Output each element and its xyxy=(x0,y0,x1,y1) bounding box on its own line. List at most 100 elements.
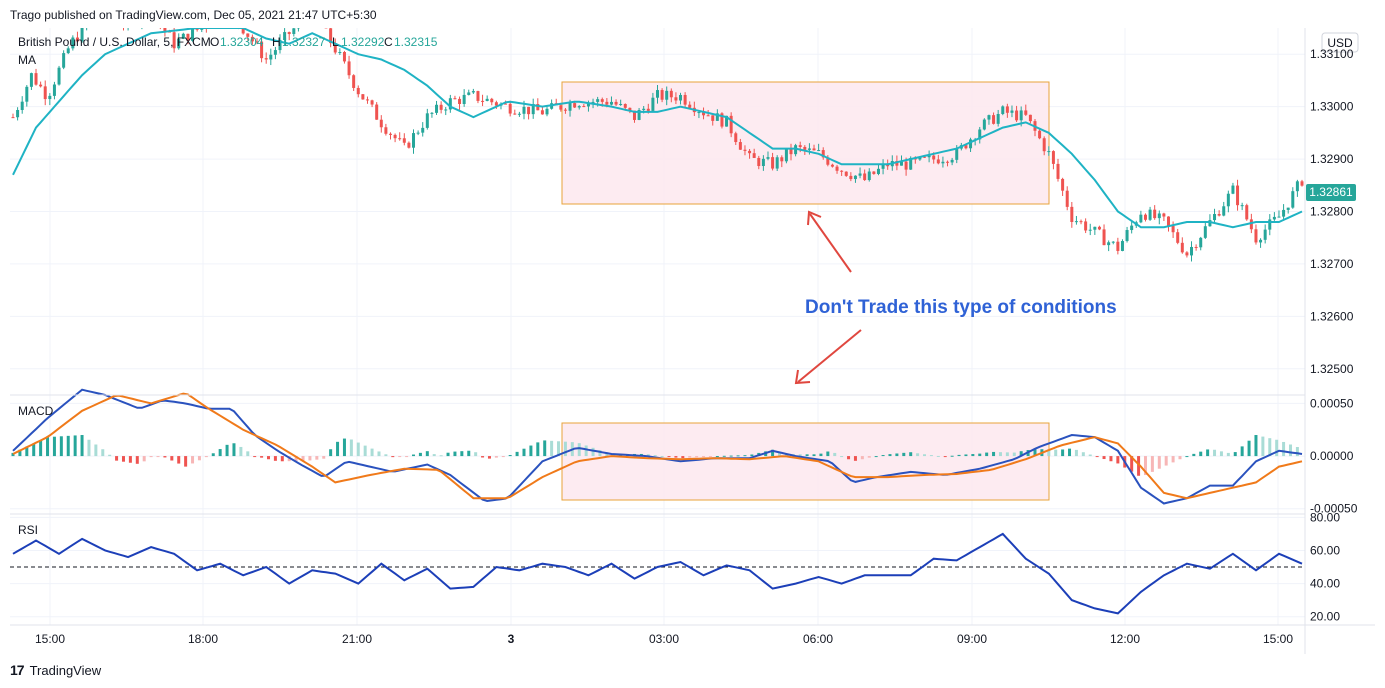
candle-body xyxy=(1245,205,1249,220)
candle-body xyxy=(1042,138,1046,152)
macd-hist-bar xyxy=(847,456,851,460)
macd-hist-bar xyxy=(916,453,920,457)
candle-body xyxy=(978,129,982,140)
candle-body xyxy=(1074,221,1078,223)
candle-body xyxy=(789,148,793,155)
macd-hist-bar xyxy=(895,453,899,457)
candle-body xyxy=(292,28,296,35)
candle-body xyxy=(1047,151,1051,153)
candle-body xyxy=(619,104,623,106)
candle-body xyxy=(720,113,724,127)
macd-hist-bar xyxy=(950,455,954,457)
currency-label: USD xyxy=(1327,36,1353,50)
macd-hist-bar xyxy=(32,443,36,457)
macd-hist-bar xyxy=(591,447,595,457)
time-tick-label: 15:00 xyxy=(35,632,65,646)
candle-body xyxy=(1254,229,1258,243)
macd-hist-bar xyxy=(1226,452,1230,457)
candle-body xyxy=(591,101,595,103)
macd-hist-bar xyxy=(1061,449,1065,457)
chart-container[interactable]: British Pound / U.S. Dollar, 5, FXCM O 1… xyxy=(10,1,1375,654)
macd-hist-bar xyxy=(929,455,933,457)
macd-hist-bar xyxy=(315,456,319,460)
macd-hist-bar xyxy=(702,456,706,458)
candle-body xyxy=(899,161,903,166)
currency-badge[interactable]: USD xyxy=(1321,32,1359,53)
candle-body xyxy=(614,101,618,105)
time-tick-label: 09:00 xyxy=(957,632,987,646)
candle-body xyxy=(923,156,927,158)
macd-hist-bar xyxy=(322,456,326,459)
candle-body xyxy=(1259,239,1263,243)
macd-hist-bar xyxy=(108,454,112,457)
candle-body xyxy=(1116,241,1120,251)
macd-hist-bar xyxy=(232,443,236,457)
macd-hist-bar xyxy=(467,450,471,457)
macd-hist-bar xyxy=(1185,456,1189,458)
candle-body xyxy=(393,134,397,139)
candle-body xyxy=(1176,232,1180,243)
macd-hist-bar xyxy=(46,437,50,457)
legend-o-label: O xyxy=(210,35,219,49)
candle-body xyxy=(370,100,374,105)
candle-body xyxy=(1079,221,1083,223)
candle-body xyxy=(932,155,936,160)
candle-body xyxy=(987,115,991,120)
price-axis[interactable]: 1.33100 1.33000 1.32900 1.32800 1.32700 1.326… xyxy=(1310,47,1358,624)
candle-body xyxy=(936,159,940,164)
candle-body xyxy=(582,106,586,108)
candle-body xyxy=(504,103,508,105)
macd-hist-bar xyxy=(191,456,195,464)
candle-body xyxy=(527,106,531,115)
candle-body xyxy=(352,75,356,88)
footer-brand: TradingView xyxy=(29,662,102,678)
candle-body xyxy=(522,106,526,114)
arrow-up-head xyxy=(807,210,822,226)
macd-hist-bar xyxy=(902,452,906,457)
chart-svg[interactable]: British Pound / U.S. Dollar, 5, FXCM O 1… xyxy=(10,1,1375,654)
candle-body xyxy=(660,90,664,100)
candle-body xyxy=(752,153,756,158)
macd-hist-bar xyxy=(1233,452,1237,457)
candle-body xyxy=(508,103,512,114)
ma-line xyxy=(12,27,1303,229)
candle-body xyxy=(1222,206,1226,216)
candle-body xyxy=(596,99,600,102)
candle-body xyxy=(421,127,425,133)
indicator-lines xyxy=(12,27,1303,615)
candle-body xyxy=(1143,214,1147,220)
candle-body xyxy=(471,91,475,93)
candle-body xyxy=(881,163,885,169)
macd-hist-bar xyxy=(992,451,996,457)
time-axis[interactable]: 15:00 18:00 21:00 3 03:00 06:00 09:00 12:00 15:0… xyxy=(35,632,1293,646)
candle-body xyxy=(577,106,581,108)
candle-body xyxy=(826,157,830,165)
macd-hist-bar xyxy=(708,456,712,458)
macd-hist-bar xyxy=(52,436,56,457)
candle-body xyxy=(1038,130,1042,139)
publish-info: Trago published on TradingView.com, Dec … xyxy=(10,8,377,22)
candle-body xyxy=(623,104,627,108)
candle-body xyxy=(858,173,862,176)
candle-body xyxy=(1148,209,1152,220)
macd-hist-bar xyxy=(826,451,830,457)
macd-hist-bar xyxy=(432,454,436,457)
candle-body xyxy=(356,87,360,95)
candle-body xyxy=(821,150,825,158)
macd-hist-bar xyxy=(529,445,533,457)
macd-hist-bar xyxy=(1054,449,1058,457)
macd-hist-bar xyxy=(605,452,609,457)
macd-hist-bar xyxy=(964,454,968,457)
macd-hist-bar xyxy=(874,456,878,458)
candle-body xyxy=(706,115,710,117)
candle-body xyxy=(1190,246,1194,256)
macd-hist-bar xyxy=(1288,444,1292,457)
candle-body xyxy=(637,109,641,120)
candle-body xyxy=(29,73,33,87)
candle-body xyxy=(812,148,816,151)
macd-hist-bar xyxy=(391,456,395,458)
macd-hist-bar xyxy=(1012,452,1016,457)
macd-hist-bar xyxy=(66,435,70,457)
candle-body xyxy=(729,115,733,134)
candle-body xyxy=(1194,246,1198,248)
